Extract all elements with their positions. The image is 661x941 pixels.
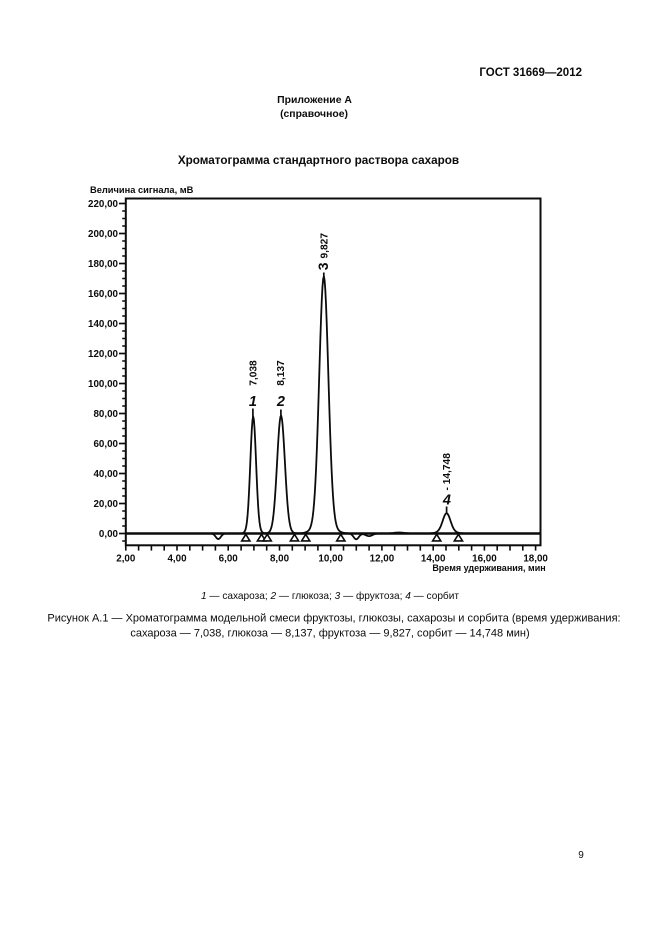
svg-text:200,00: 200,00 (88, 229, 119, 240)
svg-text:4: 4 (442, 493, 451, 509)
svg-text:4,00: 4,00 (167, 554, 187, 565)
svg-text:60,00: 60,00 (93, 439, 118, 450)
svg-text:7,038: 7,038 (248, 360, 259, 386)
svg-text:6,00: 6,00 (219, 554, 239, 565)
svg-text:Время удерживания, мин: Время удерживания, мин (432, 563, 545, 573)
svg-text:(справочное): (справочное) (280, 109, 348, 120)
svg-text:сахароза — 7,038, глюкоза — 8,: сахароза — 7,038, глюкоза — 8,137, фрукт… (130, 628, 529, 640)
svg-text:18,00: 18,00 (523, 554, 548, 565)
svg-text:180,00: 180,00 (88, 259, 119, 270)
svg-text:0,00: 0,00 (99, 529, 119, 540)
svg-text:9: 9 (578, 850, 584, 861)
svg-text:80,00: 80,00 (93, 409, 118, 420)
svg-text:Величина сигнала, мВ: Величина сигнала, мВ (90, 185, 194, 195)
svg-text:16,00: 16,00 (472, 554, 497, 565)
svg-text:8,00: 8,00 (270, 554, 290, 565)
svg-text:1 — сахароза; 2 — глюкоза; 3: 1 — сахароза; 2 — глюкоза; 3 — фруктоза;… (201, 590, 459, 602)
svg-text:2,00: 2,00 (116, 554, 136, 565)
svg-text:14,00: 14,00 (421, 554, 446, 565)
svg-text:2: 2 (276, 394, 285, 410)
svg-text:Приложение А: Приложение А (277, 95, 352, 106)
svg-text:140,00: 140,00 (88, 319, 119, 330)
svg-text:100,00: 100,00 (88, 379, 119, 390)
svg-text:220,00: 220,00 (88, 199, 119, 210)
svg-text:Рисунок А.1 — Хроматограмма м: Рисунок А.1 — Хроматограмма модельной см… (47, 613, 620, 625)
svg-text:3: 3 (315, 262, 331, 270)
svg-text:8,137: 8,137 (276, 360, 287, 386)
svg-text:9,827: 9,827 (319, 233, 330, 259)
svg-text:40,00: 40,00 (93, 469, 118, 480)
svg-text:120,00: 120,00 (88, 349, 119, 360)
svg-text:- 14,748: - 14,748 (442, 453, 453, 491)
svg-text:12,00: 12,00 (370, 554, 395, 565)
svg-text:20,00: 20,00 (93, 499, 118, 510)
svg-text:ГОСТ 31669—2012: ГОСТ 31669—2012 (479, 67, 582, 79)
svg-text:1: 1 (249, 394, 257, 410)
svg-text:10,00: 10,00 (318, 554, 343, 565)
svg-text:Хроматограмма стандартного рас: Хроматограмма стандартного раствора саха… (178, 154, 459, 167)
svg-text:160,00: 160,00 (88, 289, 119, 300)
